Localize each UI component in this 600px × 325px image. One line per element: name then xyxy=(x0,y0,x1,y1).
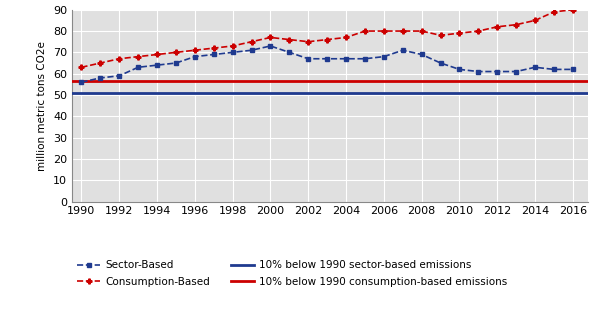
Sector-Based xyxy=(305,57,312,61)
Consumption-Based xyxy=(172,50,179,54)
Sector-Based xyxy=(172,61,179,65)
Consumption-Based xyxy=(512,23,520,27)
Line: Consumption-Based: Consumption-Based xyxy=(79,7,575,70)
Sector-Based xyxy=(210,53,217,57)
Consumption-Based xyxy=(323,38,331,42)
Sector-Based xyxy=(78,80,85,84)
Sector-Based xyxy=(418,53,425,57)
Sector-Based xyxy=(437,61,444,65)
Sector-Based xyxy=(191,55,199,58)
Sector-Based xyxy=(248,48,255,52)
Consumption-Based xyxy=(305,40,312,44)
Sector-Based xyxy=(399,48,406,52)
Consumption-Based xyxy=(550,10,557,14)
Sector-Based xyxy=(343,57,350,61)
Consumption-Based xyxy=(437,33,444,37)
Consumption-Based xyxy=(361,29,368,33)
Sector-Based xyxy=(154,63,161,67)
Consumption-Based xyxy=(97,61,104,65)
Sector-Based xyxy=(532,65,539,69)
Sector-Based xyxy=(456,68,463,72)
Line: Sector-Based: Sector-Based xyxy=(79,44,575,84)
Consumption-Based xyxy=(286,38,293,42)
Consumption-Based xyxy=(116,57,123,61)
Legend: Sector-Based, Consumption-Based, 10% below 1990 sector-based emissions, 10% belo: Sector-Based, Consumption-Based, 10% bel… xyxy=(77,260,507,287)
Consumption-Based xyxy=(456,31,463,35)
Consumption-Based xyxy=(191,48,199,52)
Consumption-Based xyxy=(343,35,350,39)
Consumption-Based xyxy=(494,25,501,29)
Consumption-Based xyxy=(418,29,425,33)
Y-axis label: million metric tons CO2e: million metric tons CO2e xyxy=(37,41,47,171)
Sector-Based xyxy=(116,74,123,78)
Consumption-Based xyxy=(399,29,406,33)
Consumption-Based xyxy=(210,46,217,50)
Sector-Based xyxy=(267,44,274,48)
Sector-Based xyxy=(550,68,557,72)
Consumption-Based xyxy=(248,40,255,44)
Sector-Based xyxy=(380,55,388,58)
Consumption-Based xyxy=(267,35,274,39)
Sector-Based xyxy=(361,57,368,61)
Consumption-Based xyxy=(569,8,577,12)
Sector-Based xyxy=(323,57,331,61)
Consumption-Based xyxy=(380,29,388,33)
Sector-Based xyxy=(569,68,577,72)
Consumption-Based xyxy=(154,53,161,57)
Consumption-Based xyxy=(475,29,482,33)
Sector-Based xyxy=(134,65,142,69)
Sector-Based xyxy=(97,76,104,80)
Consumption-Based xyxy=(229,44,236,48)
Sector-Based xyxy=(512,70,520,73)
Consumption-Based xyxy=(78,65,85,69)
Consumption-Based xyxy=(532,19,539,22)
Consumption-Based xyxy=(134,55,142,58)
Sector-Based xyxy=(494,70,501,73)
Sector-Based xyxy=(286,50,293,54)
Sector-Based xyxy=(475,70,482,73)
Sector-Based xyxy=(229,50,236,54)
